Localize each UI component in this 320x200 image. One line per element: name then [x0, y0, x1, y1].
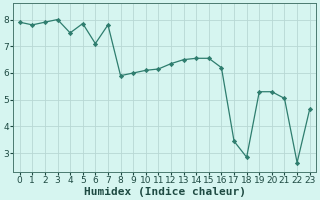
- X-axis label: Humidex (Indice chaleur): Humidex (Indice chaleur): [84, 186, 246, 197]
